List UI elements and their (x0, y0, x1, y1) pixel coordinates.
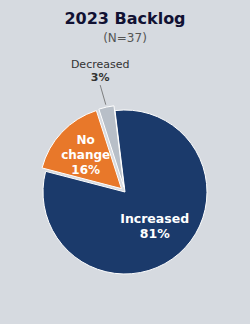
slice-label: Increased (120, 211, 189, 226)
labels: Increased81% Nochange16% Decreased3% (61, 58, 189, 242)
chart: 2023 Backlog (N=37) Increased81% Nochange16… (0, 0, 250, 324)
slice-label: No (77, 133, 95, 147)
outside-label: Decreased (71, 58, 130, 71)
slice (43, 110, 207, 274)
background (0, 0, 250, 324)
pie (42, 106, 207, 274)
subtitle: (N=37) (103, 31, 147, 45)
chart-container: 2023 Backlog (N=37) Increased81% Nochange16… (0, 0, 250, 324)
leader-line (100, 85, 106, 105)
outside-value: 3% (91, 71, 110, 84)
slice-label: 81% (140, 226, 170, 241)
title: 2023 Backlog (64, 9, 185, 28)
slice-label: 16% (71, 163, 100, 177)
slice-label: change (61, 148, 110, 162)
slice (99, 106, 124, 187)
